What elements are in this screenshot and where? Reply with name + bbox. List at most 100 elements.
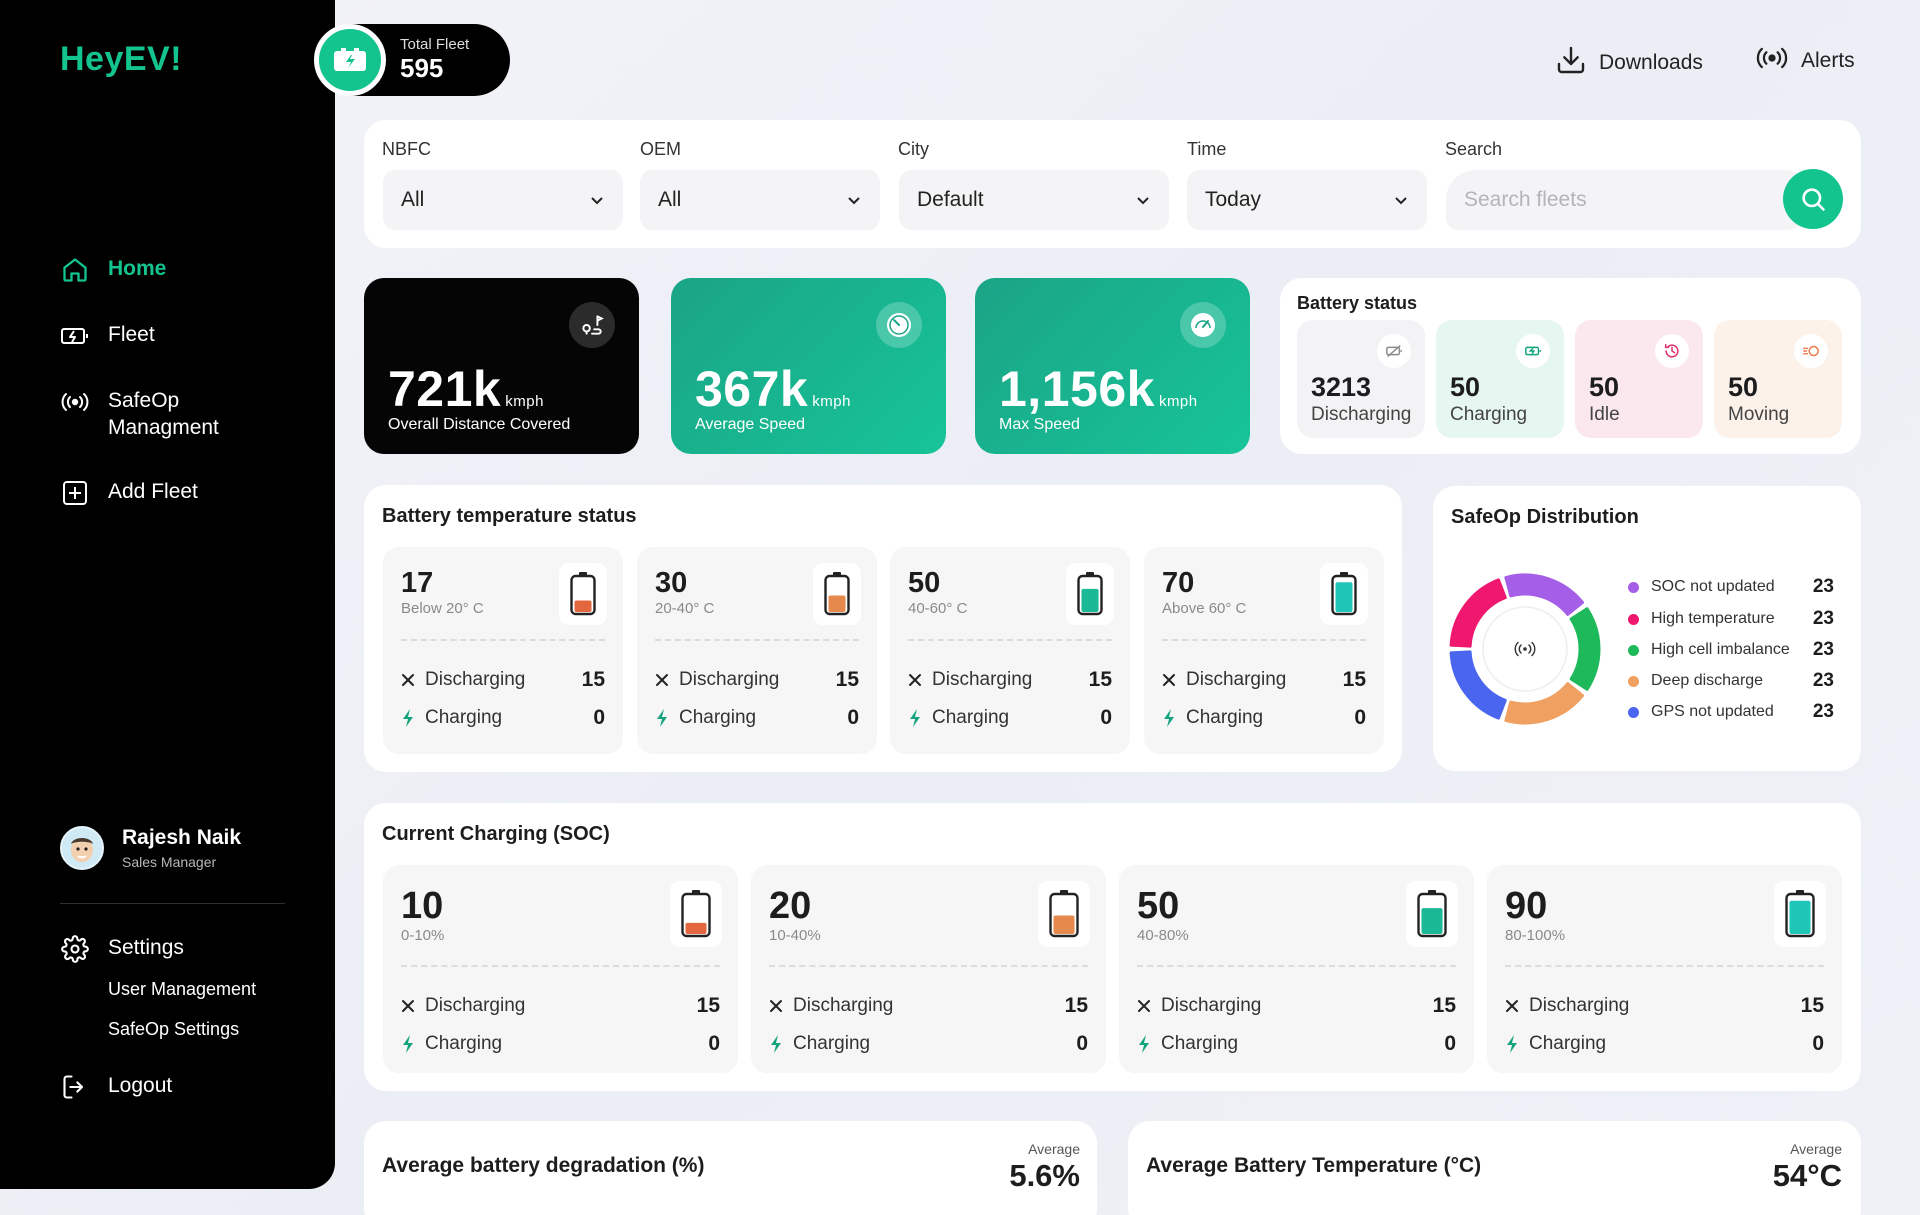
sidebar-item-safeop[interactable]: SafeOp Managment — [60, 387, 219, 441]
avg-degradation-caption: Average — [1028, 1141, 1080, 1157]
chevron-down-icon — [848, 197, 860, 205]
battery-level-icon — [1049, 890, 1079, 938]
oem-select[interactable]: All — [640, 170, 880, 230]
temperature-tile[interactable]: 17 Below 20° C Discharging 15 Charging 0 — [383, 547, 623, 754]
tile-value: 10 — [401, 885, 444, 927]
donut-segment[interactable] — [1569, 607, 1601, 691]
fleet-battery-icon — [314, 24, 386, 96]
legend-value: 23 — [1812, 701, 1834, 722]
app-logo[interactable]: HeyEV! — [60, 40, 183, 78]
tile-value: 50 — [1137, 885, 1180, 927]
tile-discharging-row: Discharging 15 — [1505, 994, 1824, 1018]
safeop-donut-chart — [1449, 573, 1601, 725]
downloads-button[interactable]: Downloads — [1555, 44, 1703, 82]
lightning-icon — [657, 709, 667, 727]
tile-charging-row: Charging 0 — [1505, 1032, 1824, 1056]
sidebar-item-label: Settings — [108, 936, 184, 959]
tile-range: 10-40% — [769, 927, 821, 944]
sidebar-item-label: Fleet — [108, 323, 155, 346]
soc-tile[interactable]: 50 40-80% Discharging 15 Charging 0 — [1119, 865, 1474, 1073]
kpi-value: 721k kmph — [388, 361, 544, 417]
sidebar-item-label: Home — [108, 257, 167, 280]
battery-status-discharging[interactable]: 3213 Discharging — [1297, 320, 1425, 438]
kpi-value: 1,156k kmph — [999, 361, 1198, 417]
tile-charging-row: Charging 0 — [401, 1032, 720, 1056]
tile-divider — [1162, 639, 1366, 641]
legend-item[interactable]: High temperature 23 — [1628, 608, 1834, 630]
legend-item[interactable]: SOC not updated 23 — [1628, 576, 1834, 598]
search-input[interactable] — [1464, 170, 1744, 230]
battery-discharging-icon — [1377, 334, 1411, 368]
city-select[interactable]: Default — [899, 170, 1169, 230]
avg-temperature-card — [1128, 1121, 1861, 1215]
tile-divider — [1505, 965, 1824, 967]
donut-segment[interactable] — [1449, 650, 1507, 720]
battery-status-charging[interactable]: 50 Charging — [1436, 320, 1564, 438]
user-profile[interactable]: Rajesh Naik Sales Manager — [60, 826, 241, 870]
tile-charging-row: Charging 0 — [769, 1032, 1088, 1056]
broadcast-icon — [1755, 44, 1789, 78]
speedometer-icon — [876, 302, 922, 348]
alerts-button[interactable]: Alerts — [1755, 44, 1855, 78]
time-value: Today — [1205, 188, 1262, 211]
avg-degradation-value: 5.6% — [1009, 1158, 1080, 1193]
battery-level-icon — [1417, 890, 1447, 938]
sidebar-item-home[interactable]: Home — [60, 255, 166, 285]
battery-status-label: Discharging — [1311, 404, 1412, 425]
tile-range: 80-100% — [1505, 927, 1566, 944]
legend-label: Deep discharge — [1651, 672, 1764, 689]
sidebar-subitem-safeop-settings[interactable]: SafeOp Settings — [108, 1019, 240, 1039]
route-icon — [569, 302, 615, 348]
kpi-distance-card: 721k kmph Overall Distance Covered — [364, 278, 639, 454]
temperature-tile[interactable]: 30 20-40° C Discharging 15 Charging 0 — [637, 547, 877, 754]
nbfc-value: All — [401, 188, 425, 211]
history-icon — [1655, 334, 1689, 368]
search-button[interactable] — [1783, 169, 1843, 229]
battery-charging-icon — [1516, 334, 1550, 368]
legend-item[interactable]: High cell imbalance 23 — [1628, 639, 1834, 661]
temperature-tile[interactable]: 50 40-60° C Discharging 15 Charging 0 — [890, 547, 1130, 754]
battery-status-idle[interactable]: 50 Idle — [1575, 320, 1703, 438]
sidebar-item-label: SafeOp Managment — [108, 389, 219, 439]
close-icon — [909, 674, 921, 686]
tile-charging-row: Charging 0 — [1137, 1032, 1456, 1056]
avatar — [60, 826, 104, 870]
battery-level-icon — [1077, 572, 1103, 616]
soc-tile[interactable]: 10 0-10% Discharging 15 Charging 0 — [383, 865, 738, 1073]
current-charging-title: Current Charging (SOC) — [382, 823, 610, 845]
donut-segment[interactable] — [1504, 682, 1585, 725]
soc-tile[interactable]: 20 10-40% Discharging 15 Charging 0 — [751, 865, 1106, 1073]
donut-segment[interactable] — [1449, 578, 1507, 648]
soc-tile[interactable]: 90 80-100% Discharging 15 Charging 0 — [1487, 865, 1842, 1073]
nbfc-select[interactable]: All — [383, 170, 623, 230]
battery-status-moving[interactable]: 50 Moving — [1714, 320, 1842, 438]
kpi-caption: Average Speed — [695, 416, 806, 433]
donut-segment[interactable] — [1504, 573, 1585, 616]
download-icon — [1555, 44, 1587, 82]
time-select[interactable]: Today — [1187, 170, 1427, 230]
tile-divider — [908, 639, 1112, 641]
tile-range: Below 20° C — [401, 600, 484, 617]
battery-status-title: Battery status — [1297, 293, 1418, 313]
avg-temperature-value: 54°C — [1772, 1158, 1842, 1193]
chevron-down-icon — [591, 197, 603, 205]
close-icon — [1163, 674, 1175, 686]
close-icon — [1506, 1000, 1518, 1012]
kpi-caption: Max Speed — [999, 416, 1080, 433]
tile-range: 40-60° C — [908, 600, 968, 617]
close-icon — [402, 1000, 414, 1012]
sidebar-subitem-user-management[interactable]: User Management — [108, 979, 257, 999]
broadcast-icon — [60, 387, 90, 417]
search-box — [1446, 170, 1814, 230]
sidebar-item-fleet[interactable]: Fleet — [60, 321, 155, 351]
battery-level-icon — [824, 572, 850, 616]
legend-item[interactable]: GPS not updated 23 — [1628, 701, 1834, 723]
logout-button[interactable]: Logout — [60, 1072, 172, 1102]
legend-item[interactable]: Deep discharge 23 — [1628, 670, 1834, 692]
total-fleet-badge: Total Fleet 595 — [314, 24, 510, 96]
tile-charging-row: Charging 0 — [401, 706, 605, 730]
sidebar-item-settings[interactable]: Settings — [60, 934, 184, 964]
search-label: Search — [1445, 139, 1503, 159]
sidebar-item-add-fleet[interactable]: Add Fleet — [60, 478, 198, 508]
temperature-tile[interactable]: 70 Above 60° C Discharging 15 Charging 0 — [1144, 547, 1384, 754]
